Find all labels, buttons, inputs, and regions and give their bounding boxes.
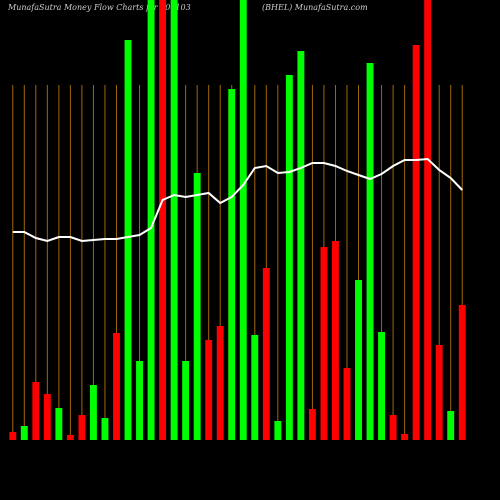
line [12, 157, 463, 243]
bar [389, 415, 397, 440]
bar [366, 63, 374, 440]
bars [9, 0, 466, 440]
bar [147, 0, 155, 440]
bar [285, 75, 293, 440]
bar [9, 432, 17, 440]
bar [274, 421, 282, 440]
bar [20, 426, 28, 440]
bar [182, 361, 190, 440]
bar [78, 415, 86, 440]
bar [89, 385, 97, 440]
bar [412, 45, 420, 440]
bar [458, 305, 466, 440]
bar [355, 280, 362, 440]
bar [424, 0, 432, 440]
bar [101, 418, 109, 440]
bar [320, 247, 328, 440]
grid [12, 85, 463, 440]
bar [447, 411, 455, 440]
bar [205, 340, 213, 440]
bar [159, 0, 167, 440]
bar [251, 335, 259, 440]
bar [343, 368, 351, 440]
bar [216, 326, 224, 440]
bar [66, 435, 74, 440]
bar [124, 40, 132, 440]
bar [55, 408, 63, 440]
lines [12, 157, 463, 243]
bar [297, 51, 305, 440]
bar [170, 0, 178, 440]
chart-title: MunafaSutra Money Flow Charts for 500103 [7, 3, 191, 12]
bar [401, 434, 409, 440]
bar [43, 394, 51, 440]
bar [239, 0, 247, 440]
bar [113, 333, 120, 440]
bar [308, 409, 316, 440]
bar [378, 332, 386, 440]
bar [193, 173, 201, 440]
bar [228, 89, 236, 440]
bar [332, 241, 339, 440]
bar [136, 361, 143, 440]
bar [262, 268, 270, 440]
chart-subtitle: (BHEL) MunafaSutra.com [262, 3, 368, 12]
bar [32, 382, 40, 440]
bar [435, 345, 443, 440]
